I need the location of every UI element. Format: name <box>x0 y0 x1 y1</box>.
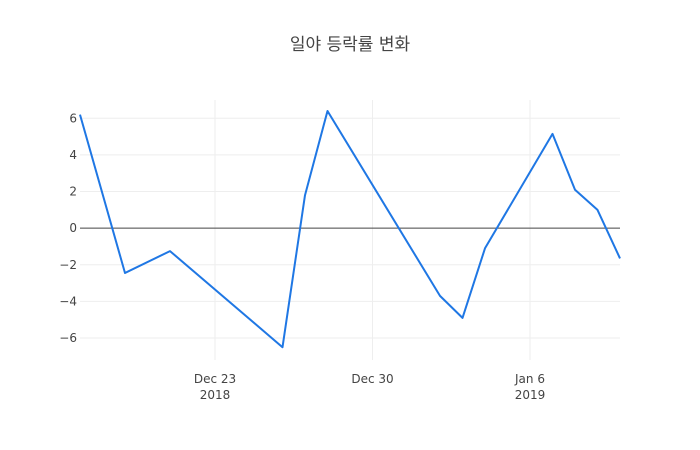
y-tick-label: 2 <box>69 185 77 199</box>
x-tick-label: Jan 6 <box>514 372 545 386</box>
y-tick-label: −2 <box>59 258 77 272</box>
y-tick-label: 4 <box>69 148 77 162</box>
y-tick-label: −4 <box>59 294 77 308</box>
y-axis-ticks: 6 4 2 0 −2 −4 −6 <box>59 111 77 345</box>
plot-area <box>79 110 621 349</box>
x-tick-year: 2018 <box>200 388 231 402</box>
y-tick-label: 6 <box>69 111 77 125</box>
x-axis-ticks: Dec 23 2018 Dec 30 Jan 6 2019 <box>194 372 545 402</box>
x-tick-label: Dec 23 <box>194 372 236 386</box>
y-tick-label: −6 <box>59 331 77 345</box>
series-line <box>79 110 621 349</box>
y-tick-label: 0 <box>69 221 77 235</box>
x-tick-year: 2019 <box>515 388 546 402</box>
chart-title: 일야 등락률 변화 <box>290 35 411 55</box>
x-tick-label: Dec 30 <box>351 372 393 386</box>
grid <box>80 100 620 360</box>
